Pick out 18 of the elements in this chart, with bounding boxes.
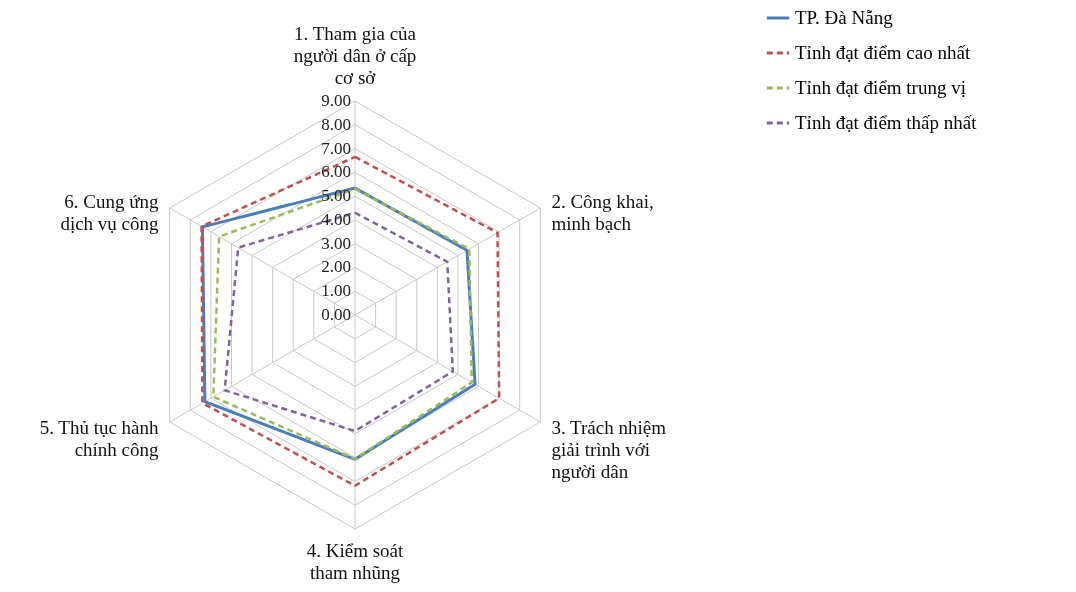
y-tick-label: 1.00: [321, 281, 351, 301]
y-tick-label: 3.00: [321, 233, 351, 253]
spoke-label: 3. Trách nhiệm giải trình với người dân: [551, 417, 667, 483]
y-tick-label: 2.00: [321, 257, 351, 277]
legend-label: TP. Đà Nẵng: [795, 7, 894, 28]
y-tick-label: 0.00: [321, 305, 351, 324]
y-tick-label: 9.00: [321, 91, 351, 110]
y-tick-label: 7.00: [321, 138, 351, 158]
y-tick-label: 6.00: [321, 162, 351, 182]
spoke-label: 4. Kiểm soát tham nhũng: [306, 539, 404, 583]
spoke-label: 5. Thủ tục hành chính công: [39, 417, 160, 461]
legend-label: Tỉnh đạt điểm thấp nhất: [795, 112, 978, 133]
y-tick-label: 8.00: [321, 114, 351, 134]
spoke-label: 6. Cung ứng dịch vụ công: [60, 190, 160, 234]
legend-label: Tỉnh đạt điểm trung vị: [795, 77, 966, 98]
spoke-label: 1. Tham gia của người dân ở cấp cơ sở: [293, 23, 417, 89]
legend-label: Tỉnh đạt điểm cao nhất: [795, 42, 971, 63]
spoke-label: 2. Công khai, minh bạch: [551, 190, 654, 234]
